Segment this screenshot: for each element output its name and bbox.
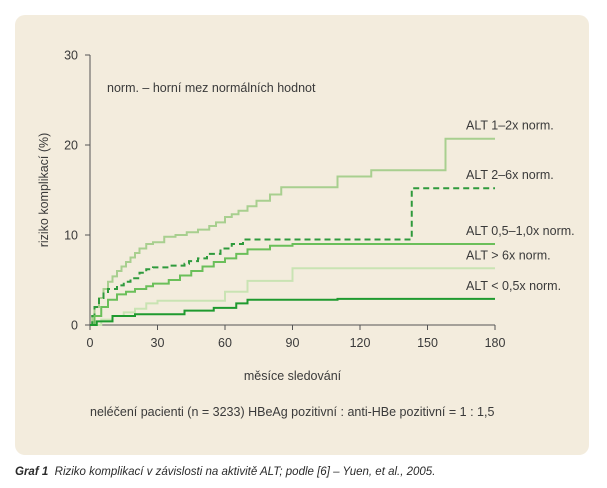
y-tick-label: 30	[64, 49, 78, 63]
series-line	[90, 243, 495, 326]
y-axis-label: riziko komplikací (%)	[37, 133, 51, 248]
x-tick-label: 30	[151, 336, 165, 350]
series-line	[90, 137, 495, 326]
chart-panel	[15, 15, 589, 455]
caption-label: Graf 1	[15, 466, 49, 478]
series-line	[90, 267, 495, 326]
x-tick-label: 60	[218, 336, 232, 350]
footnote: neléčení pacienti (n = 3233) HBeAg pozit…	[90, 405, 494, 419]
series-label: ALT 1–2x norm.	[466, 119, 554, 133]
x-tick-label: 180	[485, 336, 506, 350]
figure-caption: Graf 1 Riziko komplikací v závislosti na…	[15, 466, 435, 478]
x-tick-label: 0	[87, 336, 94, 350]
x-tick-label: 90	[286, 336, 300, 350]
axes	[89, 55, 495, 326]
series-line	[90, 297, 495, 326]
caption-text: Riziko komplikací v závislosti na aktivi…	[54, 466, 436, 478]
series-lines	[90, 137, 495, 326]
x-axis-label: měsíce sledování	[244, 369, 342, 383]
y-tick-label: 0	[71, 319, 78, 333]
series-label: ALT < 0,5x norm.	[466, 279, 561, 293]
legend-note: norm. – horní mez normálních hodnot	[107, 81, 316, 95]
series-label: ALT 0,5–1,0x norm.	[466, 224, 575, 238]
series-labels: ALT 1–2x norm. ALT 2–6x norm. ALT 0,5–1,0x…	[466, 119, 575, 293]
x-tick-label: 150	[417, 336, 438, 350]
y-tick-label: 10	[64, 229, 78, 243]
x-tick-label: 120	[350, 336, 371, 350]
y-tick-label: 20	[64, 139, 78, 153]
tick-labels: 0 30 60 90 120 150 180 0 10 20 30	[64, 49, 505, 351]
series-label: ALT 2–6x norm.	[466, 168, 554, 182]
series-line	[90, 187, 495, 326]
series-label: ALT > 6x norm.	[466, 248, 551, 262]
